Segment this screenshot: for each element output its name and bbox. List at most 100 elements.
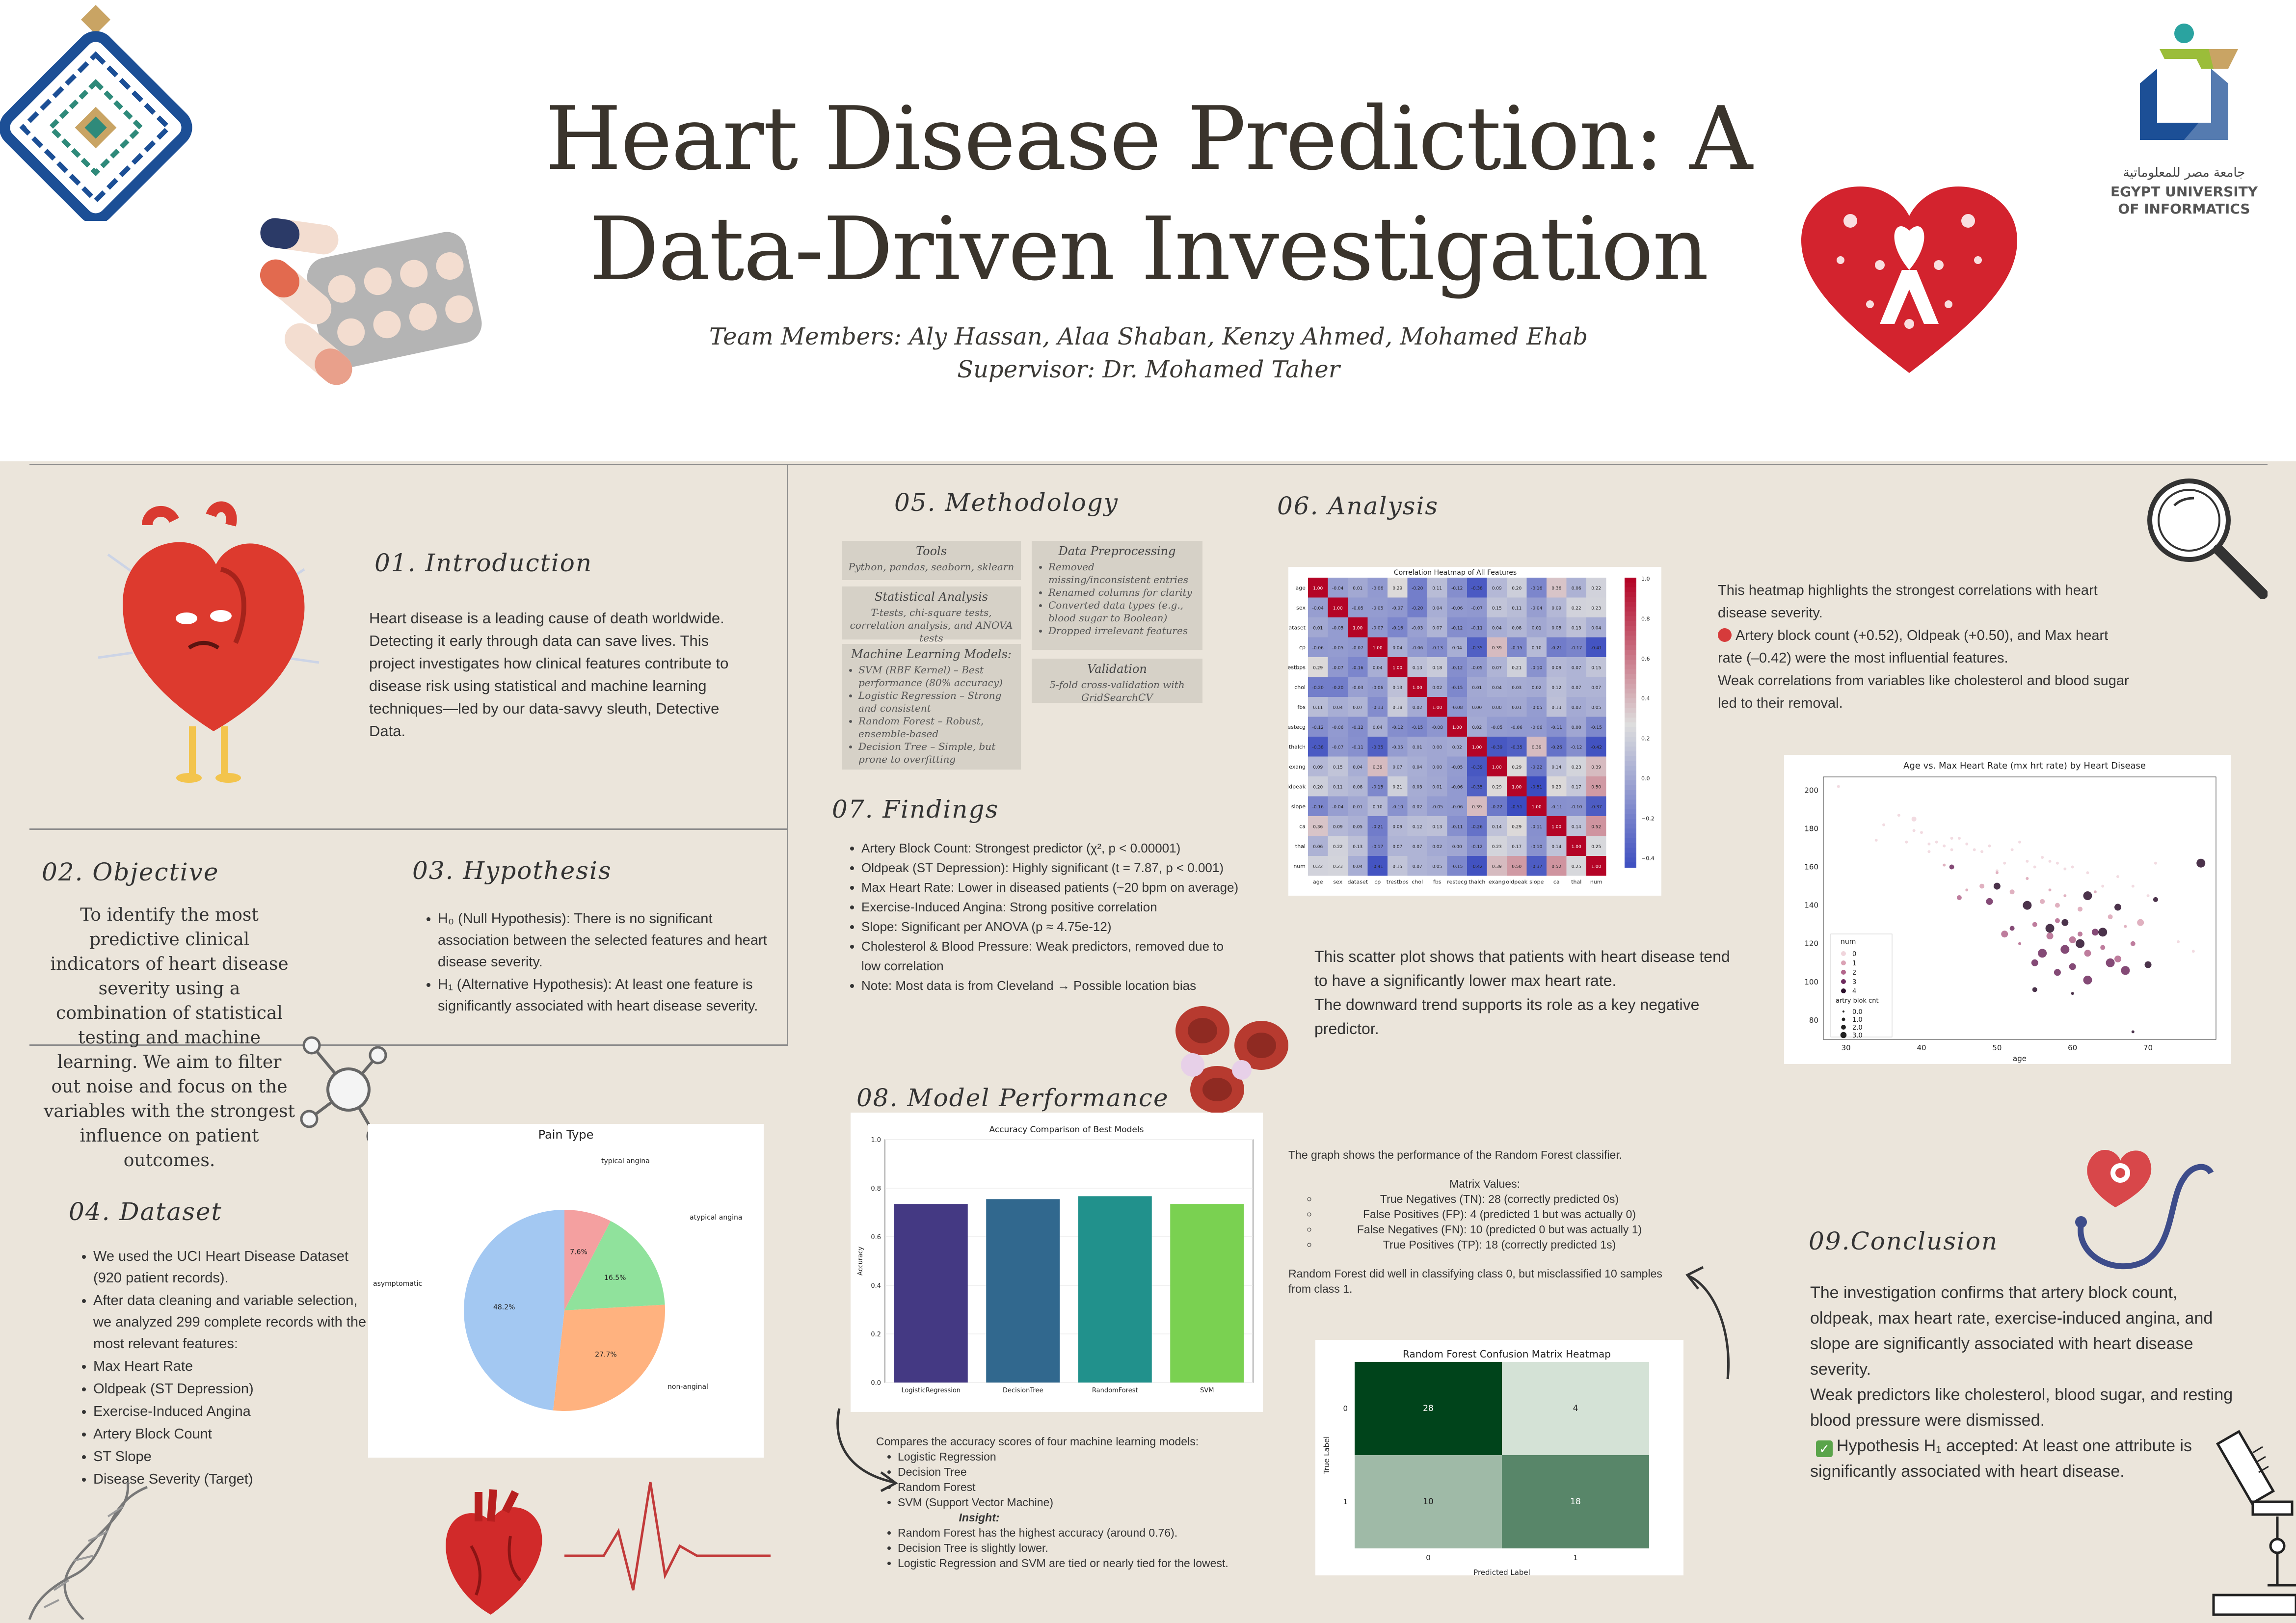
- corr-cell: [1467, 836, 1487, 856]
- colorbar-segment: [1625, 857, 1636, 863]
- corr-cell: [1388, 637, 1408, 657]
- pie-category-label: asymptomatic: [373, 1280, 422, 1288]
- colorbar-segment: [1625, 804, 1636, 810]
- scatter-point: [2121, 966, 2130, 975]
- cm-cell: [1355, 1455, 1502, 1548]
- dna-icon: [28, 1482, 148, 1620]
- insight-item: Random Forest has the highest accuracy (…: [898, 1525, 1308, 1541]
- corr-cell: [1348, 796, 1368, 816]
- corr-cell-value: -0.07: [1332, 745, 1343, 750]
- colorbar-segment: [1625, 693, 1636, 699]
- colorbar-segment: [1625, 602, 1636, 607]
- bar-y-tick: 0.4: [871, 1282, 881, 1290]
- corr-cell: [1586, 617, 1606, 638]
- corr-cell: [1308, 717, 1328, 737]
- corr-cell-value: 0.29: [1512, 765, 1522, 770]
- finding-item: Max Heart Rate: Lower in diseased patien…: [861, 878, 1244, 897]
- corr-cell: [1388, 737, 1408, 757]
- corr-cell: [1308, 637, 1328, 657]
- performance-notes: Compares the accuracy scores of four mac…: [876, 1434, 1308, 1571]
- scatter-point: [2056, 861, 2059, 865]
- corr-cell: [1367, 697, 1388, 717]
- corr-cell: [1447, 717, 1467, 737]
- corr-cell: [1308, 617, 1328, 638]
- corr-cell-value: -0.07: [1471, 606, 1483, 611]
- corr-cell: [1507, 677, 1527, 697]
- corr-cell: [1388, 756, 1408, 776]
- dataset-item: Max Heart Rate: [93, 1356, 368, 1377]
- check-icon: ✓: [1816, 1440, 1833, 1457]
- corr-cell: [1447, 796, 1467, 816]
- corr-cell-value: 0.11: [1432, 586, 1442, 591]
- corr-cell: [1348, 836, 1368, 856]
- corr-cell-value: 0.07: [1591, 686, 1601, 691]
- corr-cell: [1348, 578, 1368, 598]
- corr-cell-value: -0.15: [1451, 864, 1463, 869]
- vertical-divider: [787, 464, 788, 1045]
- corr-cell: [1427, 737, 1447, 757]
- colorbar-segment: [1625, 785, 1636, 791]
- corr-cell: [1566, 796, 1586, 816]
- bar-y-tick: 0.6: [871, 1234, 881, 1241]
- colorbar-segment: [1625, 703, 1636, 709]
- corr-cell: [1507, 717, 1527, 737]
- cm-row-label: 1: [1343, 1497, 1348, 1506]
- corr-row-label: cp: [1299, 644, 1306, 651]
- prep-list: Removed missing/inconsistent entries Ren…: [1038, 560, 1197, 637]
- corr-cell: [1328, 836, 1348, 856]
- corr-cell-value: 0.07: [1413, 845, 1422, 850]
- cm-cell: [1355, 1362, 1502, 1455]
- colorbar-segment: [1625, 746, 1636, 752]
- corr-col-label: chol: [1412, 879, 1423, 885]
- corr-cell-value: -0.26: [1471, 825, 1483, 829]
- corr-cell: [1566, 578, 1586, 598]
- colorbar-segment: [1625, 698, 1636, 704]
- corr-cell-value: 0.04: [1373, 725, 1383, 730]
- corr-cell: [1447, 697, 1467, 717]
- corr-cell: [1586, 816, 1606, 836]
- corr-cell-value: -0.12: [1451, 586, 1463, 591]
- cm-cell: [1502, 1362, 1649, 1455]
- scatter-point: [2144, 961, 2152, 968]
- scatter-point: [2009, 926, 2015, 931]
- corr-cell-value: -0.03: [1352, 686, 1363, 691]
- corr-cell-value: 0.00: [1492, 705, 1502, 710]
- corr-cell: [1507, 796, 1527, 816]
- corr-cell: [1447, 816, 1467, 836]
- corr-cell-value: -0.07: [1332, 665, 1343, 670]
- corr-cell: [1328, 697, 1348, 717]
- corr-cell-value: 0.05: [1551, 626, 1561, 631]
- corr-cell-value: 0.12: [1413, 825, 1422, 829]
- corr-cell: [1348, 756, 1368, 776]
- prep-item: Dropped irrelevant features: [1048, 624, 1197, 637]
- scatter-y-tick: 140: [1804, 901, 1818, 910]
- scatter-y-tick: 100: [1804, 978, 1818, 986]
- corr-cell-value: 0.01: [1353, 586, 1362, 591]
- corr-cell-value: 0.23: [1572, 765, 1581, 770]
- corr-cell-value: 0.18: [1432, 665, 1442, 670]
- scatter-point: [1993, 882, 2001, 890]
- colorbar-segment: [1625, 852, 1636, 858]
- corr-cell: [1566, 856, 1586, 876]
- corr-cell: [1367, 657, 1388, 677]
- scatter-point: [2069, 936, 2076, 943]
- corr-cell-value: 1.00: [1353, 626, 1362, 631]
- corr-cell: [1367, 597, 1388, 617]
- corr-cell: [1388, 776, 1408, 797]
- scatter-point: [2041, 856, 2044, 859]
- matrix-value: False Negatives (FN): 10 (predicted 0 bu…: [1318, 1222, 1681, 1237]
- corr-cell-value: -0.03: [1412, 626, 1423, 631]
- corr-cell: [1526, 617, 1547, 638]
- corr-cell-value: 0.15: [1333, 765, 1343, 770]
- colorbar-segment: [1625, 766, 1636, 772]
- heart-collage-icon: [1801, 186, 2017, 373]
- corr-cell-value: 0.02: [1452, 745, 1462, 750]
- corr-title: Correlation Heatmap of All Features: [1394, 569, 1517, 577]
- corr-cell: [1447, 776, 1467, 797]
- confusion-outro: Random Forest did well in classifying cl…: [1288, 1267, 1662, 1295]
- corr-cell-value: -0.06: [1511, 725, 1523, 730]
- intro-text: Heart disease is a leading cause of deat…: [369, 610, 729, 740]
- corr-cell-value: 1.00: [1492, 765, 1502, 770]
- corr-cell: [1407, 677, 1427, 697]
- findings-title: 07. Findings: [832, 795, 999, 824]
